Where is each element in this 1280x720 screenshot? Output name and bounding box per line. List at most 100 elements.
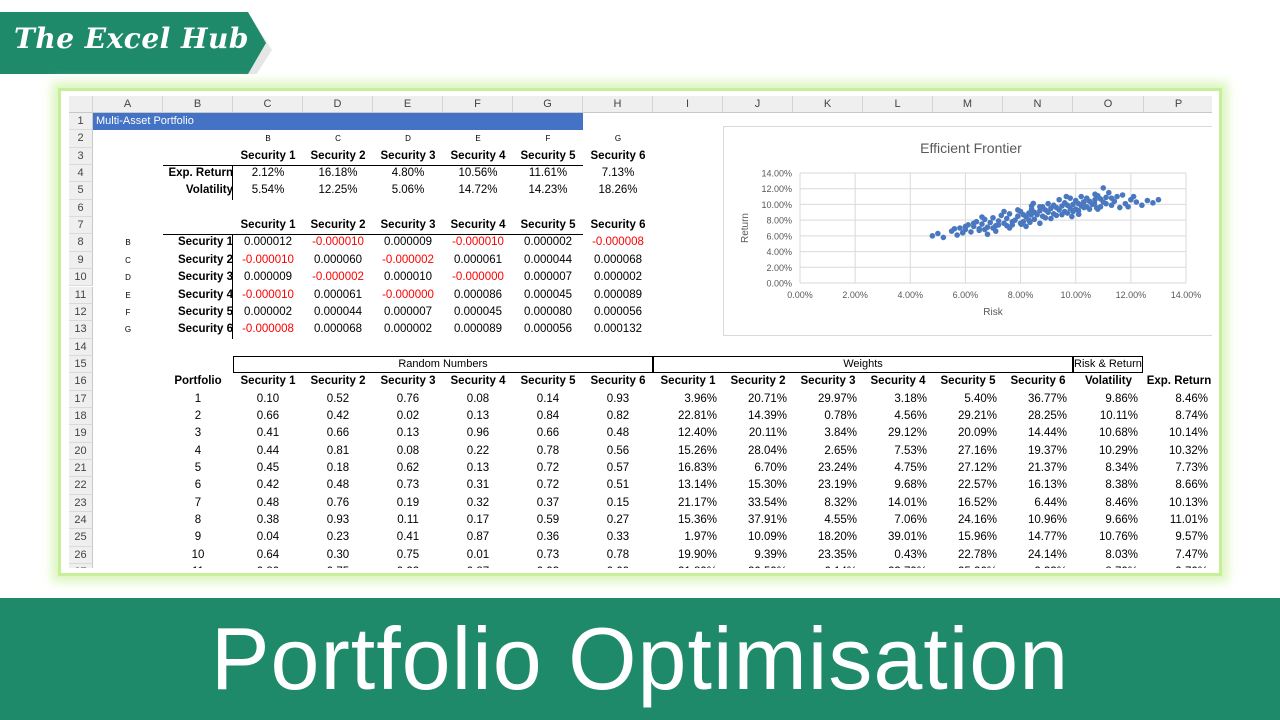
random-header[interactable]: Security 4 [450,375,506,388]
row-header[interactable]: 11 [69,286,93,304]
covariance-value[interactable]: -0.000008 [592,236,644,249]
volatility-cell[interactable]: 8.03% [1105,548,1138,561]
volatility-cell[interactable]: 9.86% [1105,392,1138,405]
weight-cell[interactable]: 28.04% [747,444,787,457]
weight-cell[interactable]: 29.97% [817,392,857,405]
exp-return-value[interactable]: 11.61% [528,167,568,180]
exp-return-cell[interactable]: 10.32% [1168,444,1208,457]
random-number-cell[interactable]: 0.84 [536,409,560,422]
covariance-value[interactable]: -0.000000 [382,288,434,301]
weight-cell[interactable]: 39.01% [887,531,927,544]
random-number-cell[interactable]: 0.42 [256,479,280,492]
row-code-label[interactable]: D [125,273,131,283]
random-number-cell[interactable]: 0.81 [326,444,350,457]
covariance-value[interactable]: -0.000010 [242,253,294,266]
weight-cell[interactable]: 20.09% [957,427,997,440]
volatility-header[interactable]: Volatility [1084,375,1133,388]
select-all-corner[interactable] [69,96,93,113]
covariance-value[interactable]: -0.000002 [312,271,364,284]
random-number-cell[interactable]: 0.41 [396,531,420,544]
volatility-cell[interactable]: 8.38% [1105,479,1138,492]
column-header[interactable]: J [723,96,793,113]
exp-return-value[interactable]: 10.56% [458,167,498,180]
random-number-cell[interactable]: 0.19 [396,496,420,509]
random-number-cell[interactable]: 0.75 [303,564,373,568]
random-number-cell[interactable]: 0.66 [326,427,350,440]
random-number-cell[interactable]: 0.01 [466,548,490,561]
weight-cell[interactable]: 19.37% [1027,444,1067,457]
volatility-cell[interactable]: 8.70% [1073,564,1144,568]
weight-cell[interactable]: 4.56% [894,409,927,422]
column-code-label[interactable]: B [265,134,271,144]
row-header[interactable]: 8 [69,234,93,252]
covariance-value[interactable]: 0.000002 [244,305,292,318]
weight-cell[interactable]: 0.78% [824,409,857,422]
weight-cell[interactable]: 23.35% [817,548,857,561]
column-header[interactable]: C [233,96,303,113]
row-header[interactable]: 6 [69,199,93,218]
random-number-cell[interactable]: 0.22 [466,444,490,457]
covariance-value[interactable]: 0.000002 [524,236,572,249]
random-header[interactable]: Security 2 [310,375,366,388]
column-header[interactable]: E [373,96,443,113]
covariance-value[interactable]: 0.000061 [314,288,362,301]
security-header[interactable]: Security 5 [520,149,576,162]
exp-return-cell[interactable]: 9.57% [1175,531,1208,544]
random-number-cell[interactable]: 0.48 [606,427,630,440]
weight-cell[interactable]: 14.01% [887,496,927,509]
row-header[interactable]: 10 [69,269,93,287]
random-number-cell[interactable]: 0.37 [536,496,560,509]
row-header[interactable]: 18 [69,407,93,426]
column-header[interactable]: L [863,96,933,113]
random-number-cell[interactable]: 0.10 [256,392,280,405]
covariance-value[interactable]: 0.000056 [524,323,572,336]
volatility-cell[interactable]: 9.66% [1105,514,1138,527]
volatility-value[interactable]: 5.54% [251,184,285,197]
portfolio-number[interactable]: 9 [194,531,202,544]
covariance-row-label[interactable]: Security 3 [178,271,233,284]
spreadsheet[interactable]: A B C D E F G H I J K L M N O P 1 2 3 4 5 6 7 8 9 10 11 12 13 14 15 16 1… [69,96,1212,568]
weight-cell[interactable]: 23.19% [817,479,857,492]
covariance-value[interactable]: 0.000086 [454,288,502,301]
portfolio-number[interactable]: 8 [194,514,202,527]
weight-cell[interactable]: 7.53% [894,444,927,457]
row-code-label[interactable]: B [125,238,131,248]
random-number-cell[interactable]: 0.44 [256,444,280,457]
portfolio-number[interactable]: 10 [191,548,205,561]
column-header[interactable]: B [163,96,233,113]
covariance-header[interactable]: Security 1 [240,219,296,232]
column-header[interactable]: D [303,96,373,113]
random-number-cell[interactable]: 0.52 [326,392,350,405]
random-number-cell[interactable]: 0.45 [256,462,280,474]
random-number-cell[interactable]: 0.78 [536,444,560,457]
covariance-value[interactable]: 0.000007 [384,305,432,318]
exp-return-value[interactable]: 16.18% [318,167,358,180]
covariance-value[interactable]: 0.000044 [314,305,362,318]
weight-cell[interactable]: 6.70% [754,462,787,474]
weight-cell[interactable]: 37.91% [747,514,787,527]
covariance-header[interactable]: Security 4 [450,219,506,232]
weight-cell[interactable]: 9.39% [754,548,787,561]
row-header[interactable]: 7 [69,217,93,235]
row-header[interactable]: 19 [69,425,93,443]
exp-return-cell[interactable]: 8.66% [1175,479,1208,492]
weight-cell[interactable]: 15.26% [677,444,717,457]
covariance-row-label[interactable]: Security 2 [178,253,233,266]
weight-cell[interactable]: 15.30% [747,479,787,492]
random-number-cell[interactable]: 0.76 [326,496,350,509]
covariance-header[interactable]: Security 2 [310,219,366,232]
weight-cell[interactable]: 29.21% [957,409,997,422]
random-number-cell[interactable]: 0.76 [396,392,420,405]
random-number-cell[interactable]: 0.93 [513,564,583,568]
column-header[interactable]: I [653,96,723,113]
weight-cell[interactable]: 19.90% [677,548,717,561]
covariance-value[interactable]: -0.000008 [242,323,294,336]
volatility-value[interactable]: 14.72% [458,184,498,197]
weight-cell[interactable]: 13.14% [677,479,717,492]
weight-cell[interactable]: 10.09% [747,531,787,544]
row-header[interactable]: 25 [69,529,93,547]
random-number-cell[interactable]: 0.62 [396,462,420,474]
random-number-cell[interactable]: 0.72 [536,462,560,474]
weight-cell[interactable]: 5.40% [964,392,997,405]
weight-header[interactable]: Security 2 [730,375,786,388]
